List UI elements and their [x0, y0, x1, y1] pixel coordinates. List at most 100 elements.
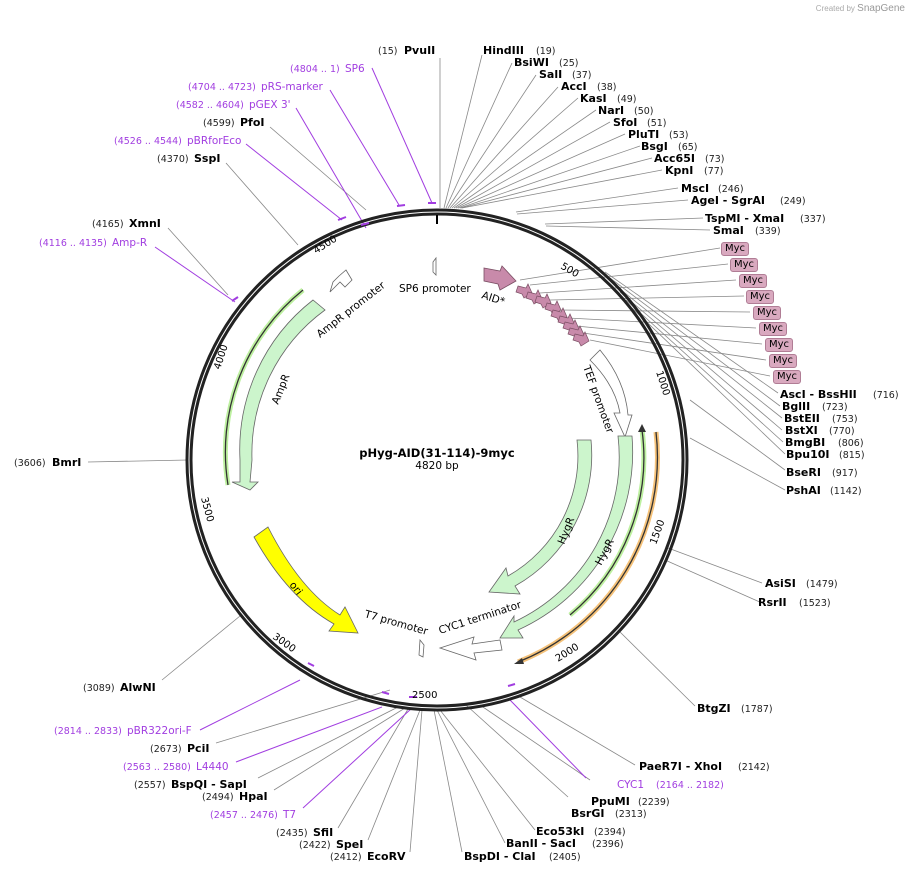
- myc-tag-label[interactable]: Myc: [765, 338, 794, 352]
- svg-text:(77): (77): [704, 166, 724, 177]
- svg-text:(53): (53): [669, 130, 689, 141]
- svg-text:SpeI: SpeI: [336, 838, 363, 851]
- svg-text:(1523): (1523): [799, 598, 831, 609]
- svg-text:(716): (716): [873, 390, 899, 401]
- svg-text:(917): (917): [832, 468, 858, 479]
- svg-text:BtgZI: BtgZI: [697, 702, 731, 715]
- svg-text:(4370): (4370): [157, 154, 189, 165]
- svg-text:KasI: KasI: [580, 92, 607, 105]
- myc-tag-label[interactable]: Myc: [773, 370, 802, 384]
- svg-text:(2422): (2422): [299, 840, 331, 851]
- svg-text:(19): (19): [536, 46, 556, 57]
- svg-text:BanII - SacI: BanII - SacI: [506, 837, 576, 850]
- orange-orf-arrowhead: [514, 658, 524, 664]
- primer-labels: (4804 .. 1) SP6 (4704 .. 4723) pRS-marker …: [39, 63, 724, 821]
- svg-text:(1142): (1142): [830, 486, 862, 497]
- svg-text:BseRI: BseRI: [786, 466, 821, 479]
- svg-text:(65): (65): [678, 142, 698, 153]
- svg-text:(2435): (2435): [276, 828, 308, 839]
- svg-text:(3089): (3089): [83, 683, 115, 694]
- aid-label: AID*: [480, 289, 506, 308]
- myc-tag-label[interactable]: Myc: [730, 258, 759, 272]
- svg-text:(3606): (3606): [14, 458, 46, 469]
- svg-text:(723): (723): [822, 402, 848, 413]
- svg-text:KpnI: KpnI: [665, 164, 693, 177]
- svg-text:(51): (51): [647, 118, 667, 129]
- sp6-promoter-feature[interactable]: [432, 256, 437, 276]
- myc-tag-label[interactable]: Myc: [721, 242, 750, 256]
- svg-text:(2494): (2494): [202, 792, 234, 803]
- svg-text:(37): (37): [572, 70, 592, 81]
- svg-text:(25): (25): [559, 58, 579, 69]
- ampr-orf[interactable]: [224, 289, 304, 486]
- ori-feature[interactable]: [253, 526, 359, 634]
- hygr-feature-2[interactable]: [499, 435, 634, 639]
- svg-text:EcoRV: EcoRV: [367, 850, 406, 863]
- svg-text:AscI - BssHII: AscI - BssHII: [780, 388, 857, 401]
- svg-text:pBR322ori-F: pBR322ori-F: [127, 725, 192, 737]
- svg-text:pRS-marker: pRS-marker: [261, 81, 324, 93]
- svg-text:AccI: AccI: [561, 80, 587, 93]
- svg-text:AgeI - SgrAI: AgeI - SgrAI: [691, 194, 765, 207]
- svg-text:MscI: MscI: [681, 182, 709, 195]
- svg-text:Bpu10I: Bpu10I: [786, 448, 830, 461]
- svg-text:(4526 .. 4544): (4526 .. 4544): [114, 136, 182, 147]
- svg-text:(49): (49): [617, 94, 637, 105]
- svg-text:Eco53kI: Eco53kI: [536, 825, 584, 838]
- ampr-feature[interactable]: [231, 299, 326, 491]
- svg-text:(4804 .. 1): (4804 .. 1): [290, 64, 340, 75]
- svg-text:(2457 .. 2476): (2457 .. 2476): [210, 810, 278, 821]
- svg-text:BmgBI: BmgBI: [785, 436, 825, 449]
- svg-text:(339): (339): [755, 226, 781, 237]
- orange-orf[interactable]: [517, 431, 659, 663]
- svg-text:PpuMI: PpuMI: [591, 795, 630, 808]
- svg-text:(2394): (2394): [594, 827, 626, 838]
- myc-tag-label[interactable]: Myc: [746, 290, 775, 304]
- myc-features[interactable]: [515, 283, 590, 347]
- svg-text:PluTI: PluTI: [628, 128, 659, 141]
- myc-tag-label[interactable]: Myc: [753, 306, 782, 320]
- myc-tag-label[interactable]: Myc: [759, 322, 788, 336]
- svg-text:(815): (815): [839, 450, 865, 461]
- svg-text:PfoI: PfoI: [240, 116, 265, 129]
- svg-text:(4704 .. 4723): (4704 .. 4723): [188, 82, 256, 93]
- cyc1-terminator-feature[interactable]: [438, 636, 503, 661]
- backbone-outer: [185, 208, 689, 712]
- svg-text:(2557): (2557): [134, 780, 166, 791]
- svg-text:SalI: SalI: [539, 68, 562, 81]
- svg-text:HindIII: HindIII: [483, 44, 524, 57]
- svg-text:2500: 2500: [412, 690, 437, 701]
- myc-tag-label[interactable]: Myc: [769, 354, 798, 368]
- t7-promoter-feature[interactable]: [418, 638, 425, 658]
- svg-text:(2396): (2396): [592, 839, 624, 850]
- right-sites: HindIII (19) BsiWI (25) SalI (37) AccI (38) …: [464, 44, 899, 863]
- svg-text:(1479): (1479): [806, 579, 838, 590]
- svg-text:(2814 .. 2833): (2814 .. 2833): [54, 726, 122, 737]
- svg-text:HpaI: HpaI: [239, 790, 268, 803]
- ampr-promoter-feature[interactable]: [329, 269, 353, 293]
- myc-tag-label[interactable]: Myc: [739, 274, 768, 288]
- svg-text:BspDI - ClaI: BspDI - ClaI: [464, 850, 536, 863]
- svg-text:(4116 .. 4135): (4116 .. 4135): [39, 238, 107, 249]
- svg-text:BglII: BglII: [782, 400, 810, 413]
- svg-text:(2673): (2673): [150, 744, 182, 755]
- svg-text:(249): (249): [780, 196, 806, 207]
- hygr-orf[interactable]: [569, 429, 645, 616]
- tef-promoter-feature[interactable]: [589, 349, 633, 439]
- svg-text:BstXI: BstXI: [785, 424, 818, 437]
- svg-text:BsgI: BsgI: [641, 140, 668, 153]
- svg-text:(38): (38): [597, 82, 617, 93]
- svg-text:(246): (246): [718, 184, 744, 195]
- hygr-feature-1[interactable]: [488, 439, 593, 595]
- svg-text:(2239): (2239): [638, 797, 670, 808]
- svg-text:(753): (753): [832, 414, 858, 425]
- svg-text:(4599): (4599): [203, 118, 235, 129]
- svg-text:(2164 .. 2182): (2164 .. 2182): [656, 780, 724, 791]
- svg-text:AlwNI: AlwNI: [120, 681, 156, 694]
- svg-text:PciI: PciI: [187, 742, 209, 755]
- svg-text:PvuII: PvuII: [404, 44, 435, 57]
- svg-text:(1787): (1787): [741, 704, 773, 715]
- aid-feature[interactable]: [483, 265, 517, 291]
- svg-text:RsrII: RsrII: [758, 596, 787, 609]
- plasmid-length: 4820 bp: [415, 460, 459, 472]
